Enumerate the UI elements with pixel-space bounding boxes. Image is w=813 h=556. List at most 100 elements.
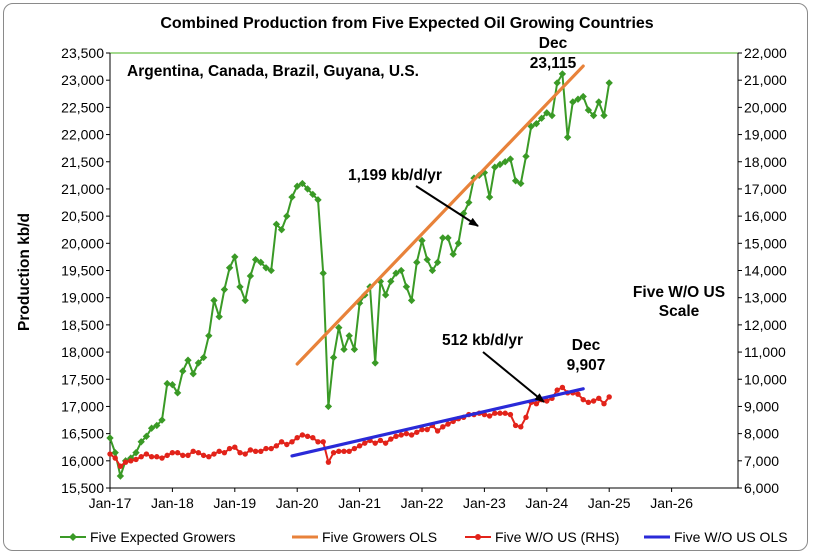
point-growers [584, 106, 593, 114]
point-wo-us [284, 441, 290, 448]
point-wo-us [190, 448, 196, 454]
point-growers [220, 285, 229, 294]
point-wo-us [133, 456, 139, 463]
annotation-dec-label-wo-us: Dec [572, 337, 601, 354]
point-growers [350, 345, 359, 354]
point-wo-us [408, 432, 415, 438]
point-growers [454, 239, 463, 247]
point-growers [184, 356, 192, 364]
point-wo-us [320, 439, 326, 445]
point-wo-us [341, 448, 347, 454]
point-growers [168, 381, 177, 389]
point-wo-us [180, 452, 186, 459]
x-tick-label: Jan-18 [151, 495, 194, 511]
point-growers [210, 296, 218, 305]
point-wo-us [237, 449, 243, 456]
series-layer [106, 64, 613, 480]
y-tick-label-left: 22,000 [61, 127, 104, 143]
point-wo-us [424, 426, 430, 433]
point-wo-us [310, 435, 316, 441]
y-tick-label-right: 9,000 [744, 398, 779, 414]
point-growers [433, 258, 442, 267]
point-wo-us [117, 463, 124, 469]
point-growers [293, 182, 301, 190]
point-wo-us [434, 428, 441, 434]
point-growers [485, 193, 494, 201]
y-tick-label-right: 19,000 [744, 127, 787, 143]
y-tick-label-right: 10,000 [744, 371, 787, 387]
annotation-slope-growers: 1,199 kb/d/yr [348, 167, 442, 184]
point-growers [595, 98, 603, 106]
y-tick-label-right: 14,000 [744, 263, 787, 279]
point-growers [236, 283, 244, 291]
point-wo-us [356, 443, 363, 449]
annotation-dec-value-wo-us: 9,907 [567, 357, 606, 374]
point-wo-us [304, 433, 311, 440]
annotation-arrow-wo-us [482, 351, 545, 403]
point-wo-us [382, 440, 389, 446]
point-growers [324, 402, 333, 411]
point-wo-us [174, 449, 181, 456]
y-tick-label-right: 17,000 [744, 181, 787, 197]
chart-subtitle: Argentina, Canada, Brazil, Guyana, U.S. [127, 63, 419, 80]
point-wo-us [263, 445, 269, 452]
point-growers [392, 269, 400, 277]
point-wo-us [518, 424, 524, 430]
point-growers [335, 323, 343, 332]
y-tick-label-left: 19,000 [61, 290, 104, 306]
point-wo-us [268, 445, 274, 452]
point-growers [387, 277, 395, 286]
point-wo-us [554, 387, 560, 393]
point-growers [267, 266, 275, 275]
point-wo-us [206, 454, 212, 460]
legend-label-2: Five W/O US (RHS) [495, 529, 619, 545]
y-tick-label-right: 16,000 [744, 208, 787, 224]
point-growers [501, 158, 509, 166]
point-wo-us [590, 398, 597, 404]
point-growers [132, 448, 140, 457]
point-wo-us [445, 421, 451, 427]
point-wo-us [585, 399, 592, 406]
point-growers [194, 359, 203, 367]
point-wo-us [575, 391, 581, 397]
x-tick-label: Jan-25 [588, 495, 631, 511]
point-growers [111, 448, 119, 457]
x-tick-label: Jan-26 [650, 495, 693, 511]
point-wo-us [216, 448, 222, 454]
point-wo-us [154, 454, 160, 460]
y-tick-label-right: 20,000 [744, 99, 787, 115]
point-wo-us [544, 398, 550, 404]
y-tick-label-right: 15,000 [744, 235, 787, 251]
point-wo-us [232, 444, 238, 450]
point-growers [428, 266, 437, 275]
annotation-dec-label-growers: Dec [539, 35, 568, 52]
point-wo-us [299, 432, 306, 438]
y-tick-label-right: 8,000 [744, 426, 779, 442]
point-growers [173, 389, 182, 397]
point-growers [402, 283, 411, 291]
point-growers [605, 79, 613, 87]
point-wo-us [258, 448, 264, 454]
point-wo-us [492, 410, 498, 416]
point-growers [137, 438, 145, 446]
point-wo-us [580, 396, 586, 403]
point-wo-us [346, 448, 352, 454]
point-wo-us [195, 449, 202, 456]
x-tick-label: Jan-19 [213, 495, 256, 511]
point-wo-us [273, 443, 280, 449]
point-wo-us [372, 440, 378, 446]
point-growers [179, 367, 187, 375]
legend: Five Expected Growers Five Growers OLS Fiv… [60, 529, 788, 545]
y-tick-label-left: 17,000 [61, 398, 104, 414]
annotation-slope-wo-us: 512 kb/d/yr [442, 332, 523, 349]
x-tick-label: Jan-23 [463, 495, 506, 511]
point-growers [277, 226, 286, 234]
series-line-0 [109, 72, 611, 477]
point-wo-us [419, 426, 425, 433]
point-growers [298, 179, 307, 188]
point-growers [527, 122, 535, 131]
x-tick-label: Jan-17 [89, 495, 132, 511]
point-wo-us [403, 430, 410, 437]
point-growers [106, 434, 114, 442]
point-growers [329, 353, 338, 362]
